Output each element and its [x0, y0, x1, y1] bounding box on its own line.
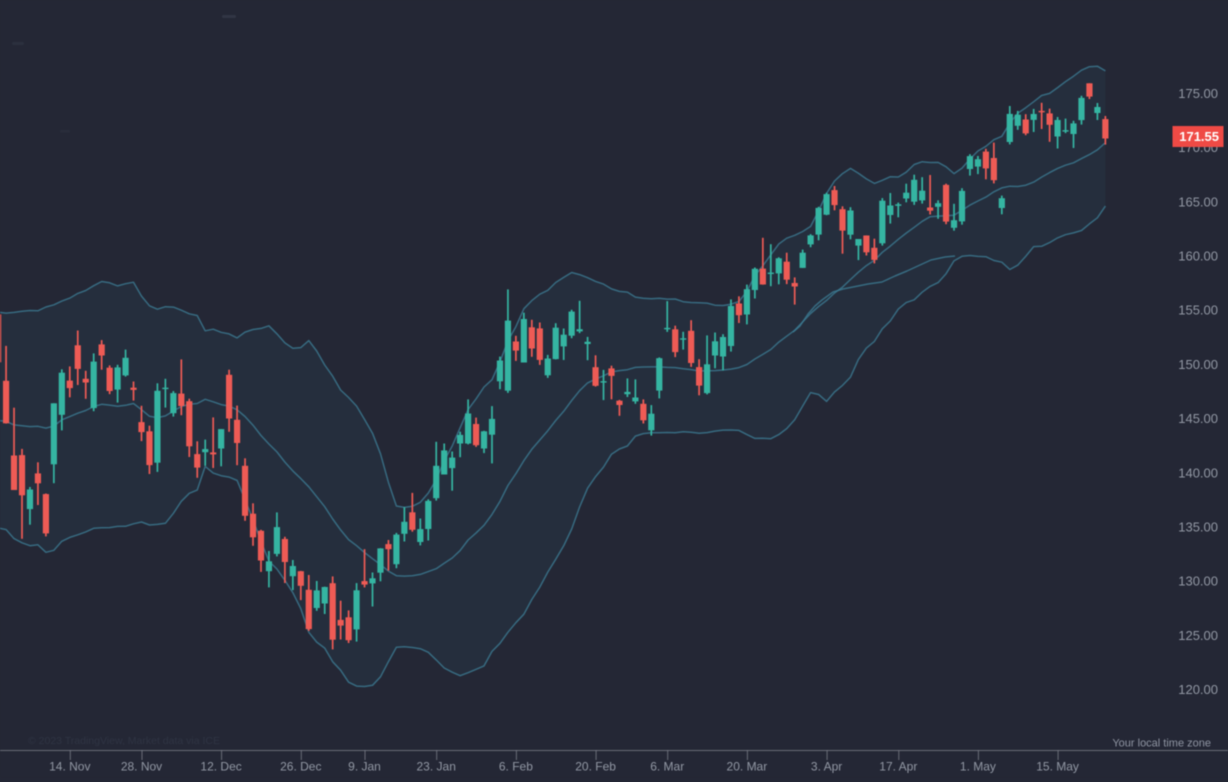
svg-text:23. Jan: 23. Jan [417, 760, 456, 774]
svg-text:130.00: 130.00 [1178, 574, 1218, 589]
svg-text:17. Apr: 17. Apr [879, 760, 917, 774]
svg-text:145.00: 145.00 [1178, 411, 1218, 426]
svg-text:125.00: 125.00 [1178, 628, 1218, 643]
svg-text:14. Nov: 14. Nov [49, 760, 90, 774]
svg-text:165.00: 165.00 [1178, 194, 1218, 209]
svg-text:Your local time zone: Your local time zone [1112, 738, 1211, 750]
svg-text:28. Nov: 28. Nov [121, 760, 162, 774]
svg-text:3. Apr: 3. Apr [811, 760, 842, 774]
svg-text:1. May: 1. May [960, 760, 996, 774]
svg-text:171.55: 171.55 [1179, 129, 1219, 144]
svg-text:26. Dec: 26. Dec [280, 760, 321, 774]
svg-text:175.00: 175.00 [1178, 86, 1218, 101]
svg-text:20. Mar: 20. Mar [727, 760, 768, 774]
svg-text:20. Feb: 20. Feb [575, 760, 616, 774]
svg-text:© 2023 TradingView, Market dat: © 2023 TradingView, Market data via ICE [28, 735, 220, 747]
svg-text:12. Dec: 12. Dec [200, 760, 241, 774]
svg-text:6. Feb: 6. Feb [499, 760, 533, 774]
svg-text:160.00: 160.00 [1178, 249, 1218, 264]
svg-text:6. Mar: 6. Mar [650, 760, 684, 774]
svg-text:140.00: 140.00 [1178, 465, 1218, 480]
svg-text:150.00: 150.00 [1178, 357, 1218, 372]
svg-text:9. Jan: 9. Jan [348, 760, 381, 774]
svg-text:155.00: 155.00 [1178, 303, 1218, 318]
svg-text:15. May: 15. May [1036, 760, 1079, 774]
svg-text:135.00: 135.00 [1178, 520, 1218, 535]
svg-text:120.00: 120.00 [1178, 682, 1218, 697]
